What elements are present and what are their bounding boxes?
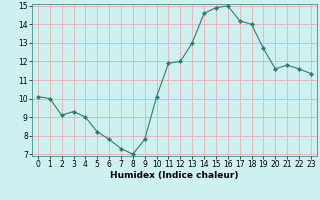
X-axis label: Humidex (Indice chaleur): Humidex (Indice chaleur) <box>110 171 239 180</box>
